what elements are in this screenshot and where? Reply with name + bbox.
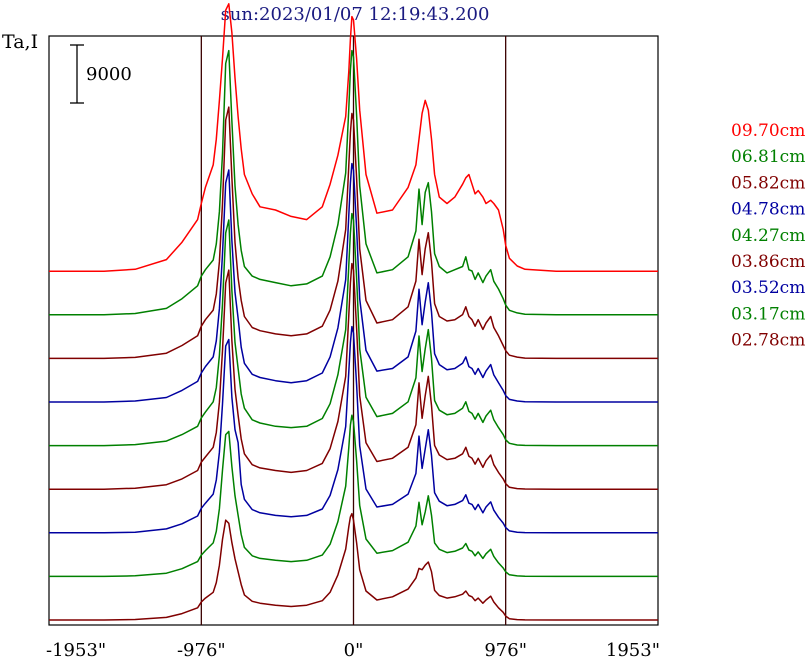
x-tick-labels: -1953" -976" 0" 976" 1953" [46, 640, 660, 661]
legend-item: 03.17cm [731, 304, 805, 324]
legend-item: 04.78cm [731, 200, 805, 220]
x-tick-label: 976" [484, 640, 527, 661]
x-tick-label: -976" [177, 640, 226, 661]
series-group [49, 3, 658, 621]
legend-item: 02.78cm [731, 331, 805, 351]
series-line-05.82cm [49, 106, 658, 360]
legend: 09.70cm 06.81cm 05.82cm 04.78cm 04.27cm 03.86… [731, 121, 805, 351]
legend-item: 05.82cm [731, 173, 805, 193]
legend-item: 03.52cm [731, 278, 805, 298]
series-line-03.17cm [49, 414, 658, 578]
legend-item: 09.70cm [731, 121, 805, 141]
scale-bar: 9000 [70, 44, 132, 104]
series-line-09.70cm [49, 3, 658, 272]
y-axis-label: Ta,I [2, 31, 38, 53]
series-line-06.81cm [49, 49, 658, 316]
x-tick-label: 0" [344, 640, 364, 661]
scale-bar-label: 9000 [86, 64, 132, 85]
chart-title: sun:2023/01/07 12:19:43.200 [221, 4, 490, 25]
series-line-04.27cm [49, 212, 658, 447]
series-line-02.78cm [49, 512, 658, 621]
legend-item: 03.86cm [731, 252, 805, 272]
x-tick-label: 1953" [606, 640, 660, 661]
series-line-03.52cm [49, 325, 658, 534]
legend-item: 06.81cm [731, 147, 805, 167]
x-tick-label: -1953" [46, 640, 106, 661]
legend-item: 04.27cm [731, 226, 805, 246]
series-line-04.78cm [49, 162, 658, 403]
series-line-03.86cm [49, 262, 658, 490]
